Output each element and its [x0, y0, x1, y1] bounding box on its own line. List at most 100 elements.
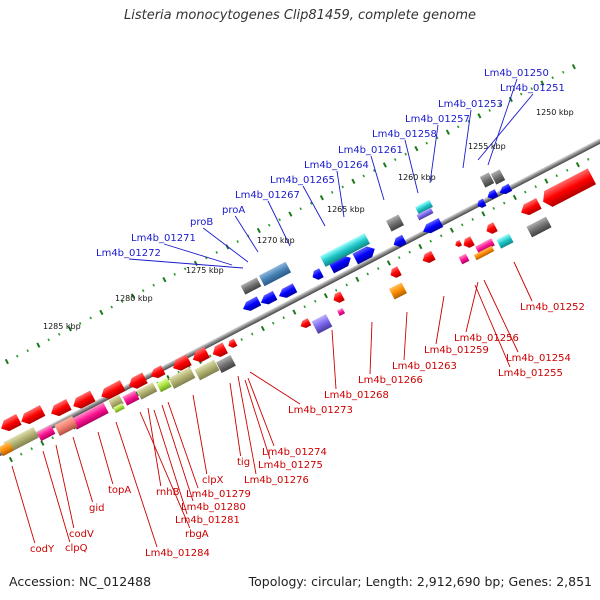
- gene-label: Lm4b_01261: [338, 145, 403, 156]
- leader-line: [42, 450, 71, 543]
- gene-feature: [129, 372, 148, 389]
- gene-feature: [390, 266, 402, 278]
- gene-feature: [499, 183, 513, 195]
- tick-mark: [530, 87, 533, 91]
- gene-feature: [113, 403, 125, 413]
- gene-labels: Lm4b_01250 Lm4b_01251 Lm4b_01253 Lm4b_01257…: [30, 68, 585, 559]
- tick-label: 1265 kbp: [327, 205, 365, 214]
- tick-mark: [523, 190, 527, 194]
- tick-mark: [15, 354, 19, 358]
- gene-feature: [300, 318, 312, 329]
- tick-mark: [236, 240, 239, 243]
- gene-feature: [192, 346, 210, 363]
- leader-line: [331, 329, 337, 390]
- gene-label: proB: [190, 217, 213, 228]
- tick-mark: [51, 436, 54, 440]
- genome-stats-text: Topology: circular; Length: 2,912,690 bp…: [248, 574, 592, 589]
- tick-mark: [445, 129, 450, 135]
- gene-label: Lm4b_01250: [484, 68, 549, 79]
- tick-mark: [561, 70, 565, 74]
- gene-feature: [415, 199, 433, 215]
- tick-mark: [282, 316, 285, 320]
- tick-mark: [508, 96, 513, 103]
- gene-feature: [477, 198, 487, 208]
- gene-feature: [279, 283, 298, 298]
- leader-line: [336, 170, 345, 218]
- tick-mark: [130, 293, 135, 299]
- tick-mark: [382, 162, 387, 168]
- gene-label: Lm4b_01281: [175, 515, 240, 526]
- position-tick-labels: 1250 kbp 1255 kbp 1260 kbp 1265 kbp 1270 kbp…: [43, 108, 574, 331]
- leader-line: [429, 124, 439, 184]
- tick-mark: [565, 168, 569, 172]
- tick-mark: [555, 174, 558, 178]
- leader-line: [234, 215, 259, 253]
- gene-label: rbgA: [185, 529, 209, 540]
- tick-mark: [260, 325, 265, 332]
- leader-line: [202, 227, 249, 263]
- leader-line: [237, 375, 257, 475]
- gene-feature: [496, 233, 514, 249]
- gene-label: Lm4b_01264: [304, 160, 369, 171]
- tick-mark: [40, 440, 45, 446]
- gene-feature: [212, 342, 228, 357]
- tick-mark: [372, 169, 376, 172]
- gene-label: tig: [237, 457, 250, 468]
- leader-line: [249, 371, 301, 405]
- leader-line: [55, 444, 75, 529]
- tick-label: 1250 kbp: [536, 108, 574, 117]
- gene-label: Lm4b_01272: [96, 248, 161, 259]
- gene-label: Lm4b_01276: [244, 475, 309, 486]
- gene-feature: [228, 338, 238, 348]
- leader-line: [404, 139, 419, 194]
- tick-mark: [299, 207, 302, 211]
- gene-feature: [240, 277, 262, 295]
- leader-line: [192, 394, 208, 475]
- tick-mark: [36, 342, 41, 348]
- tick-mark: [386, 260, 391, 266]
- gene-feature: [422, 250, 436, 263]
- gene-label: Lm4b_01256: [454, 333, 519, 344]
- gene-feature: [463, 236, 475, 248]
- leader-line: [465, 281, 479, 333]
- tick-mark: [309, 201, 313, 205]
- gene-label: Lm4b_01253: [438, 99, 503, 110]
- tick-label: 1275 kbp: [186, 266, 224, 275]
- gene-feature: [393, 234, 407, 247]
- tick-mark: [319, 195, 324, 201]
- gene-feature: [458, 253, 470, 265]
- gene-label: topA: [108, 485, 131, 496]
- tick-mark: [519, 92, 523, 96]
- tick-mark: [449, 227, 454, 233]
- tick-mark: [8, 456, 13, 463]
- gene-feature: [136, 382, 158, 400]
- leader-line: [153, 409, 188, 515]
- label-leader-lines: [11, 78, 534, 548]
- tick-label: 1285 kbp: [43, 322, 81, 331]
- leader-line: [139, 411, 191, 529]
- leader-line: [163, 243, 233, 266]
- gene-feature: [122, 390, 140, 406]
- tick-mark: [47, 338, 50, 342]
- gene-feature: [243, 296, 262, 311]
- gene-label: Lm4b_01265: [270, 175, 335, 186]
- gene-feature: [3, 426, 39, 454]
- tick-mark: [397, 256, 401, 260]
- gene-label: Lm4b_01280: [181, 502, 246, 513]
- leader-line: [403, 311, 408, 361]
- tick-mark: [418, 243, 423, 250]
- tick-mark: [57, 332, 61, 336]
- gene-feature: [311, 314, 333, 334]
- gene-label: Lm4b_01268: [324, 390, 389, 401]
- tick-mark: [292, 309, 297, 315]
- gene-label: Lm4b_01254: [506, 353, 571, 364]
- gene-label: Lm4b_01271: [131, 233, 196, 244]
- gene-feature: [51, 399, 72, 417]
- leader-line: [435, 295, 445, 345]
- gene-feature: [150, 365, 166, 379]
- leader-line: [474, 284, 511, 368]
- tick-label: 1280 kbp: [115, 294, 153, 303]
- gene-feature: [389, 282, 407, 300]
- leader-line: [244, 379, 271, 460]
